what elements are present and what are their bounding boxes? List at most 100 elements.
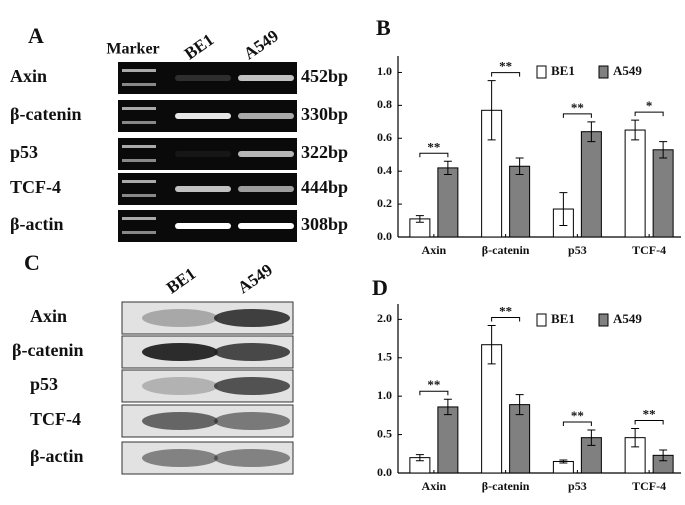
blot-row-label: Axin [30,306,67,326]
gel-band [238,113,294,119]
error-bar [515,394,524,416]
error-bar [515,157,524,175]
gel-header: Marker [106,41,159,58]
error-bar [415,454,424,462]
significance-label: ** [499,303,512,318]
y-tick-label: 1.5 [377,350,392,364]
gel-size-label: 444bp [301,177,348,197]
blot-band [214,412,290,430]
blot-row-label: p53 [30,374,58,394]
significance-label: ** [643,406,656,421]
error-bar [559,459,568,464]
x-tick-label: β-catenin [482,479,530,493]
bar [509,165,531,238]
marker-band [122,121,156,124]
legend-label: BE1 [551,63,575,78]
gel-row-label: p53 [10,142,38,162]
significance-bracket [419,152,449,158]
gel-band [238,186,294,192]
error-bar [415,215,424,223]
legend-swatch [598,313,609,327]
gel-band [238,75,294,81]
marker-band [122,159,156,162]
marker-band [122,107,156,110]
x-tick-label: TCF-4 [632,243,666,257]
gel-header: BE1 [181,30,217,63]
gel-band [238,151,294,157]
gel-band [175,186,231,192]
legend-label: A549 [613,311,642,326]
significance-bracket [491,72,521,77]
significance-label: ** [499,59,512,74]
gel-size-label: 322bp [301,142,348,162]
y-tick-label: 0.0 [377,229,392,243]
error-bar [587,429,596,446]
legend-label: A549 [613,63,642,78]
significance-bracket [419,390,449,396]
error-bar [587,121,596,143]
panel-label: A [28,23,44,48]
significance-label: ** [427,139,440,154]
gel-size-label: 330bp [301,104,348,124]
marker-band [122,194,156,197]
y-tick-label: 1.0 [377,64,392,78]
significance-bracket [634,419,664,425]
blot-row-label: β-catenin [12,340,83,360]
gel-band [175,113,231,119]
significance-label: * [646,98,653,113]
blot-band [214,343,290,361]
panel-label: C [24,250,40,275]
y-tick-label: 0.6 [377,130,392,144]
y-tick-label: 2.0 [377,311,392,325]
significance-label: ** [571,408,584,423]
marker-band [122,69,156,72]
error-bar [559,192,568,226]
bar [624,129,646,238]
y-tick-label: 0.0 [377,465,392,479]
bar [652,149,674,238]
blot-band [214,377,290,395]
blot-header: BE1 [163,264,199,297]
blot-row-label: β-actin [30,446,83,466]
error-bar [631,427,640,448]
bar [437,406,459,474]
legend-swatch [536,313,547,327]
marker-band [122,231,156,234]
significance-bracket [562,113,592,118]
blot-header: A549 [234,260,276,297]
error-bar [487,325,496,365]
significance-bracket [562,421,592,426]
significance-bracket [634,111,664,117]
blot-band [214,309,290,327]
y-tick-label: 0.5 [377,426,392,440]
gel-band [238,223,294,229]
marker-band [122,83,156,86]
y-tick-label: 1.0 [377,388,392,402]
error-bar [631,119,640,141]
marker-band [122,180,156,183]
error-bar [443,160,452,175]
panel-label: D [372,275,388,300]
error-bar [659,141,668,159]
gel-band [175,151,231,157]
gel-band [175,75,231,81]
error-bar [487,80,496,141]
marker-band [122,145,156,148]
blot-band [214,449,290,467]
bar [437,167,459,238]
significance-label: ** [571,100,584,115]
blot-band [142,412,218,430]
gel-header: A549 [240,26,282,63]
gel-size-label: 452bp [301,66,348,86]
gel-size-label: 308bp [301,214,348,234]
y-tick-label: 0.4 [377,163,392,177]
bar [580,131,602,238]
legend-label: BE1 [551,311,575,326]
marker-band [122,217,156,220]
significance-bracket [491,317,521,322]
blot-band [142,343,218,361]
x-tick-label: p53 [568,479,587,493]
y-tick-label: 0.2 [377,196,392,210]
blot-band [142,449,218,467]
